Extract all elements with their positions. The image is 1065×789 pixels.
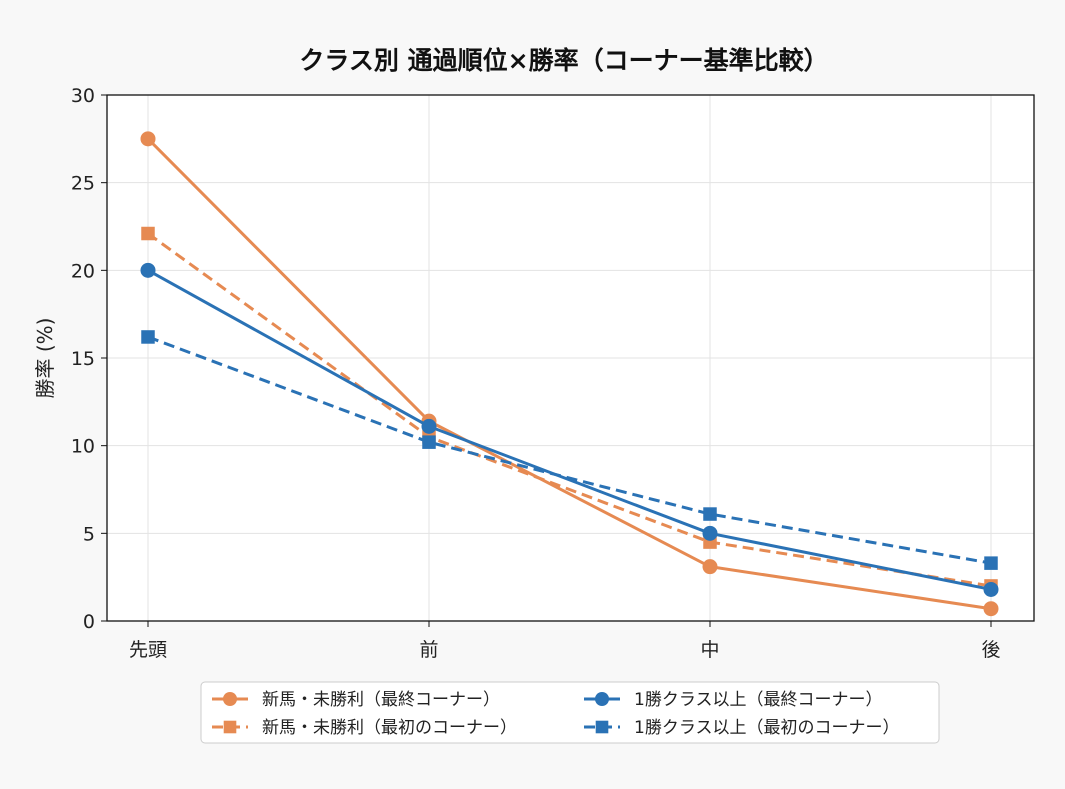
- y-tick-label: 25: [71, 173, 95, 195]
- legend-swatch-marker: [223, 692, 237, 706]
- series-group: [140, 131, 999, 617]
- x-axis-ticks: 先頭 前 中 後: [129, 621, 1001, 661]
- y-tick-label: 10: [71, 436, 95, 458]
- data-point: [983, 601, 999, 617]
- x-tick-label: 前: [419, 639, 438, 661]
- series-4: [141, 330, 998, 570]
- data-point: [702, 525, 718, 541]
- data-point: [703, 507, 717, 521]
- legend-swatch-marker: [595, 720, 609, 734]
- data-point: [421, 418, 437, 434]
- y-axis-ticks: 0 5 10 15 20 25 30: [71, 85, 107, 633]
- legend-label: 1勝クラス以上（最初のコーナー）: [634, 718, 899, 738]
- series-line: [147, 232, 992, 588]
- series-3: [140, 262, 999, 597]
- series-line: [147, 269, 992, 591]
- data-point: [422, 435, 436, 449]
- data-point: [140, 262, 156, 278]
- legend-label: 新馬・未勝利（最初のコーナー）: [262, 718, 517, 738]
- legend-item: 1勝クラス以上（最初のコーナー）: [584, 718, 899, 738]
- series-line: [147, 335, 992, 565]
- series-line: [146, 137, 992, 611]
- plot-frame: [106, 94, 1035, 622]
- legend-item: 1勝クラス以上（最終コーナー）: [584, 690, 882, 710]
- y-tick-label: 5: [83, 523, 95, 545]
- legend: 新馬・未勝利（最終コーナー） 新馬・未勝利（最初のコーナー） 1勝クラス以上（最終コ…: [200, 681, 940, 744]
- legend-item: 新馬・未勝利（最初のコーナー）: [212, 718, 517, 738]
- y-tick-label: 0: [83, 611, 95, 633]
- data-point: [141, 330, 155, 344]
- data-point: [140, 131, 156, 147]
- legend-label: 1勝クラス以上（最終コーナー）: [634, 690, 882, 710]
- data-point: [702, 559, 718, 575]
- data-point: [984, 556, 998, 570]
- y-tick-label: 20: [71, 260, 95, 282]
- legend-swatch-marker: [223, 720, 237, 734]
- data-point: [141, 226, 155, 241]
- y-tick-label: 30: [71, 85, 95, 107]
- x-tick-label: 後: [981, 639, 1000, 661]
- legend-box: [200, 681, 940, 744]
- chart-title: クラス別 通過順位×勝率（コーナー基準比較）: [299, 46, 828, 75]
- y-tick-label: 15: [71, 348, 95, 370]
- data-point: [983, 581, 999, 597]
- legend-item: 新馬・未勝利（最終コーナー）: [212, 690, 500, 710]
- legend-swatch-marker: [595, 692, 609, 706]
- x-tick-label: 先頭: [129, 639, 167, 661]
- y-axis-label: 勝率 (%): [33, 318, 57, 399]
- legend-label: 新馬・未勝利（最終コーナー）: [262, 690, 500, 710]
- x-tick-label: 中: [700, 639, 719, 661]
